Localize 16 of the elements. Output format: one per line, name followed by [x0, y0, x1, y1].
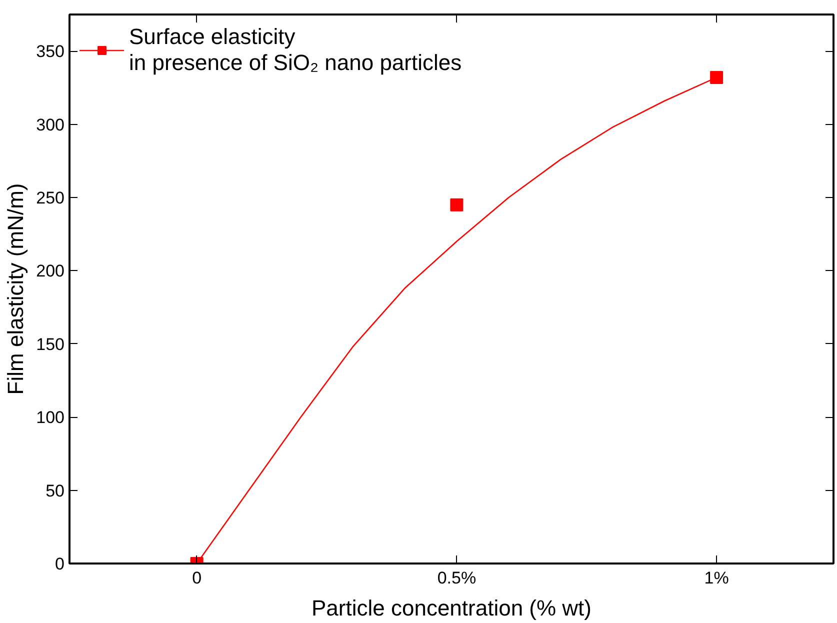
x-tick-label: 1% — [704, 568, 729, 588]
y-tick-label: 250 — [36, 188, 65, 208]
point — [710, 70, 724, 84]
x-tick-label: 0.5% — [437, 568, 476, 588]
point — [450, 198, 464, 212]
legend-label: Surface elasticity in presence of SiO₂ nano particles — [129, 24, 462, 76]
x-axis-title: Particle concentration (% wt) — [312, 596, 592, 620]
y-tick-label: 0 — [55, 554, 65, 574]
y-tick-label: 350 — [36, 42, 65, 62]
y-axis-title: Film elasticity (mN/m) — [3, 183, 28, 395]
y-tick-label: 150 — [36, 334, 65, 354]
y-tick-label: 50 — [46, 481, 65, 500]
y-tick-label: 100 — [36, 408, 65, 428]
x-tick-label: 0 — [192, 568, 202, 588]
y-tick-label: 300 — [36, 115, 65, 134]
y-tick-label: 200 — [36, 262, 65, 281]
